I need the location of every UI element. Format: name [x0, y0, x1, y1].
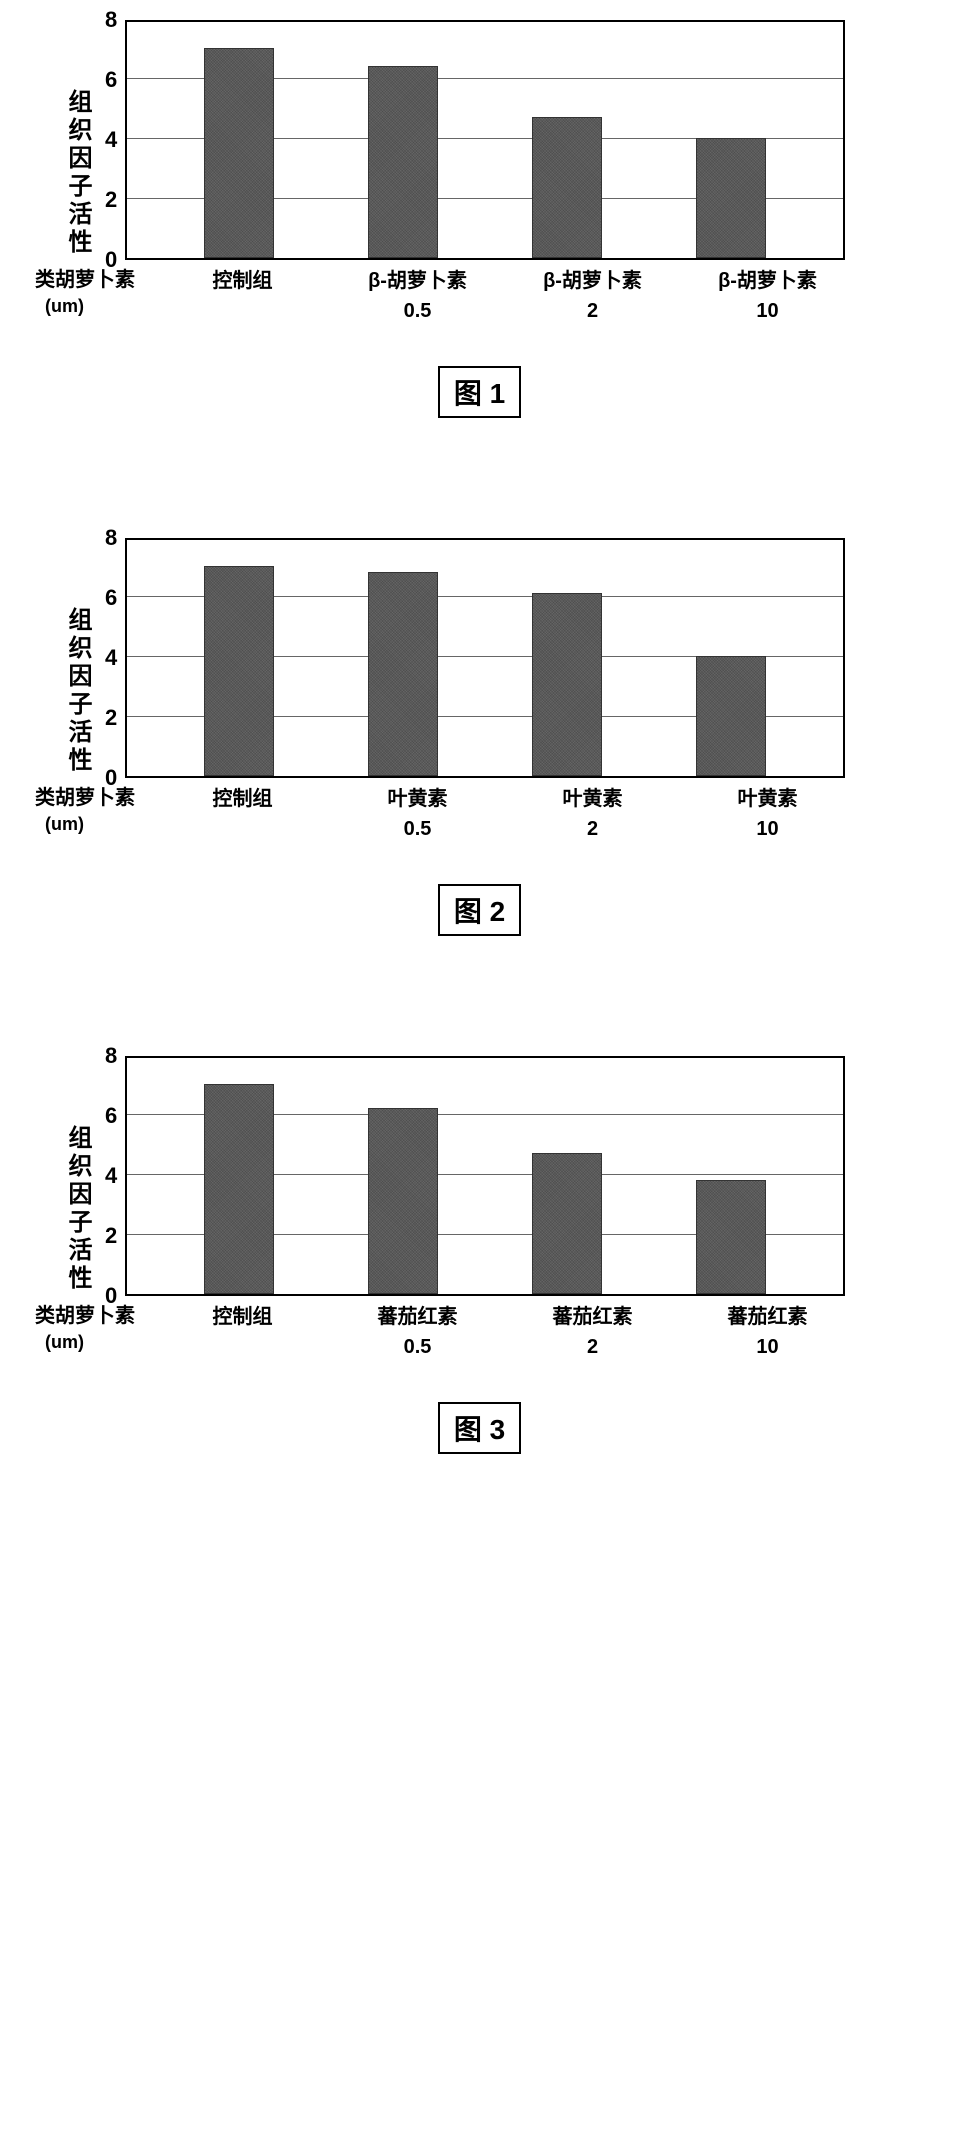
x-label-main: 叶黄素	[518, 784, 668, 814]
x-label: 控制组	[168, 266, 318, 326]
bar	[204, 1084, 274, 1294]
x-label: 蕃茄红素10	[693, 1302, 843, 1362]
bar	[532, 1153, 602, 1294]
x-label: 蕃茄红素0.5	[343, 1302, 493, 1362]
x-label-sub: 10	[693, 296, 843, 326]
caption-wrap: 图 1	[10, 326, 949, 418]
plot-row: 86420	[105, 1056, 865, 1296]
bar	[368, 1108, 438, 1294]
figure-caption: 图 3	[438, 1402, 521, 1454]
plot-row: 86420	[105, 20, 865, 260]
plot-area	[125, 538, 845, 778]
x-label: 叶黄素2	[518, 784, 668, 844]
bar	[696, 138, 766, 258]
charts-container: 组织因子活性86420类胡萝卜素(um)控制组β-胡萝卜素0.5β-胡萝卜素2β…	[10, 20, 949, 1454]
x-label-sub: 2	[518, 296, 668, 326]
bar	[204, 566, 274, 776]
x-label: 叶黄素0.5	[343, 784, 493, 844]
x-label-sub: 2	[518, 1332, 668, 1362]
bar	[532, 117, 602, 258]
x-labels: 控制组叶黄素0.5叶黄素2叶黄素10	[145, 784, 865, 844]
bars-group	[127, 22, 843, 258]
x-label: 控制组	[168, 1302, 318, 1362]
caption-wrap: 图 2	[10, 844, 949, 936]
chart-area: 86420类胡萝卜素(um)控制组叶黄素0.5叶黄素2叶黄素10	[105, 538, 865, 844]
x-axis-title: 类胡萝卜素(um)	[35, 266, 145, 326]
x-labels: 控制组蕃茄红素0.5蕃茄红素2蕃茄红素10	[145, 1302, 865, 1362]
x-axis-title: 类胡萝卜素(um)	[35, 784, 145, 844]
x-label-main: 控制组	[168, 1302, 318, 1332]
x-label-sub: 2	[518, 814, 668, 844]
x-label-sub: 0.5	[343, 296, 493, 326]
bar	[368, 572, 438, 776]
x-label-main: β-胡萝卜素	[693, 266, 843, 296]
caption-wrap: 图 3	[10, 1362, 949, 1454]
x-label: 控制组	[168, 784, 318, 844]
chart-wrapper: 组织因子活性86420类胡萝卜素(um)控制组蕃茄红素0.5蕃茄红素2蕃茄红素1…	[60, 1056, 949, 1362]
y-ticks: 86420	[105, 538, 125, 778]
x-label-main: 蕃茄红素	[693, 1302, 843, 1332]
x-axis-title-sub: (um)	[35, 1330, 145, 1355]
x-label-main: 蕃茄红素	[343, 1302, 493, 1332]
figure-caption: 图 1	[438, 366, 521, 418]
x-label-sub: 0.5	[343, 814, 493, 844]
x-axis-title-main: 类胡萝卜素	[35, 266, 145, 294]
x-axis-title-main: 类胡萝卜素	[35, 1302, 145, 1330]
chart-block-1: 组织因子活性86420类胡萝卜素(um)控制组β-胡萝卜素0.5β-胡萝卜素2β…	[10, 20, 949, 418]
x-labels: 控制组β-胡萝卜素0.5β-胡萝卜素2β-胡萝卜素10	[145, 266, 865, 326]
x-label: β-胡萝卜素10	[693, 266, 843, 326]
figure-caption: 图 2	[438, 884, 521, 936]
x-label-main: 叶黄素	[693, 784, 843, 814]
plot-row: 86420	[105, 538, 865, 778]
bar	[696, 656, 766, 776]
x-axis-title-sub: (um)	[35, 812, 145, 837]
x-label: 蕃茄红素2	[518, 1302, 668, 1362]
plot-area	[125, 20, 845, 260]
x-label: β-胡萝卜素0.5	[343, 266, 493, 326]
bar	[532, 593, 602, 776]
plot-area	[125, 1056, 845, 1296]
x-labels-row: 类胡萝卜素(um)控制组叶黄素0.5叶黄素2叶黄素10	[105, 784, 865, 844]
chart-wrapper: 组织因子活性86420类胡萝卜素(um)控制组叶黄素0.5叶黄素2叶黄素10	[60, 538, 949, 844]
chart-area: 86420类胡萝卜素(um)控制组β-胡萝卜素0.5β-胡萝卜素2β-胡萝卜素1…	[105, 20, 865, 326]
x-label-sub: 0.5	[343, 1332, 493, 1362]
x-label-sub: 10	[693, 814, 843, 844]
x-label-main: β-胡萝卜素	[518, 266, 668, 296]
x-axis-title: 类胡萝卜素(um)	[35, 1302, 145, 1362]
chart-wrapper: 组织因子活性86420类胡萝卜素(um)控制组β-胡萝卜素0.5β-胡萝卜素2β…	[60, 20, 949, 326]
x-label: β-胡萝卜素2	[518, 266, 668, 326]
bar	[696, 1180, 766, 1294]
chart-block-3: 组织因子活性86420类胡萝卜素(um)控制组蕃茄红素0.5蕃茄红素2蕃茄红素1…	[10, 1056, 949, 1454]
bars-group	[127, 1058, 843, 1294]
x-label-main: 叶黄素	[343, 784, 493, 814]
x-label-sub: 10	[693, 1332, 843, 1362]
x-label-main: 蕃茄红素	[518, 1302, 668, 1332]
y-ticks: 86420	[105, 20, 125, 260]
bars-group	[127, 540, 843, 776]
x-label-main: 控制组	[168, 266, 318, 296]
chart-block-2: 组织因子活性86420类胡萝卜素(um)控制组叶黄素0.5叶黄素2叶黄素10图 …	[10, 538, 949, 936]
x-label-main: β-胡萝卜素	[343, 266, 493, 296]
y-ticks: 86420	[105, 1056, 125, 1296]
x-label-main: 控制组	[168, 784, 318, 814]
x-labels-row: 类胡萝卜素(um)控制组蕃茄红素0.5蕃茄红素2蕃茄红素10	[105, 1302, 865, 1362]
bar	[204, 48, 274, 258]
bar	[368, 66, 438, 258]
chart-area: 86420类胡萝卜素(um)控制组蕃茄红素0.5蕃茄红素2蕃茄红素10	[105, 1056, 865, 1362]
x-axis-title-sub: (um)	[35, 294, 145, 319]
x-label: 叶黄素10	[693, 784, 843, 844]
x-axis-title-main: 类胡萝卜素	[35, 784, 145, 812]
x-labels-row: 类胡萝卜素(um)控制组β-胡萝卜素0.5β-胡萝卜素2β-胡萝卜素10	[105, 266, 865, 326]
